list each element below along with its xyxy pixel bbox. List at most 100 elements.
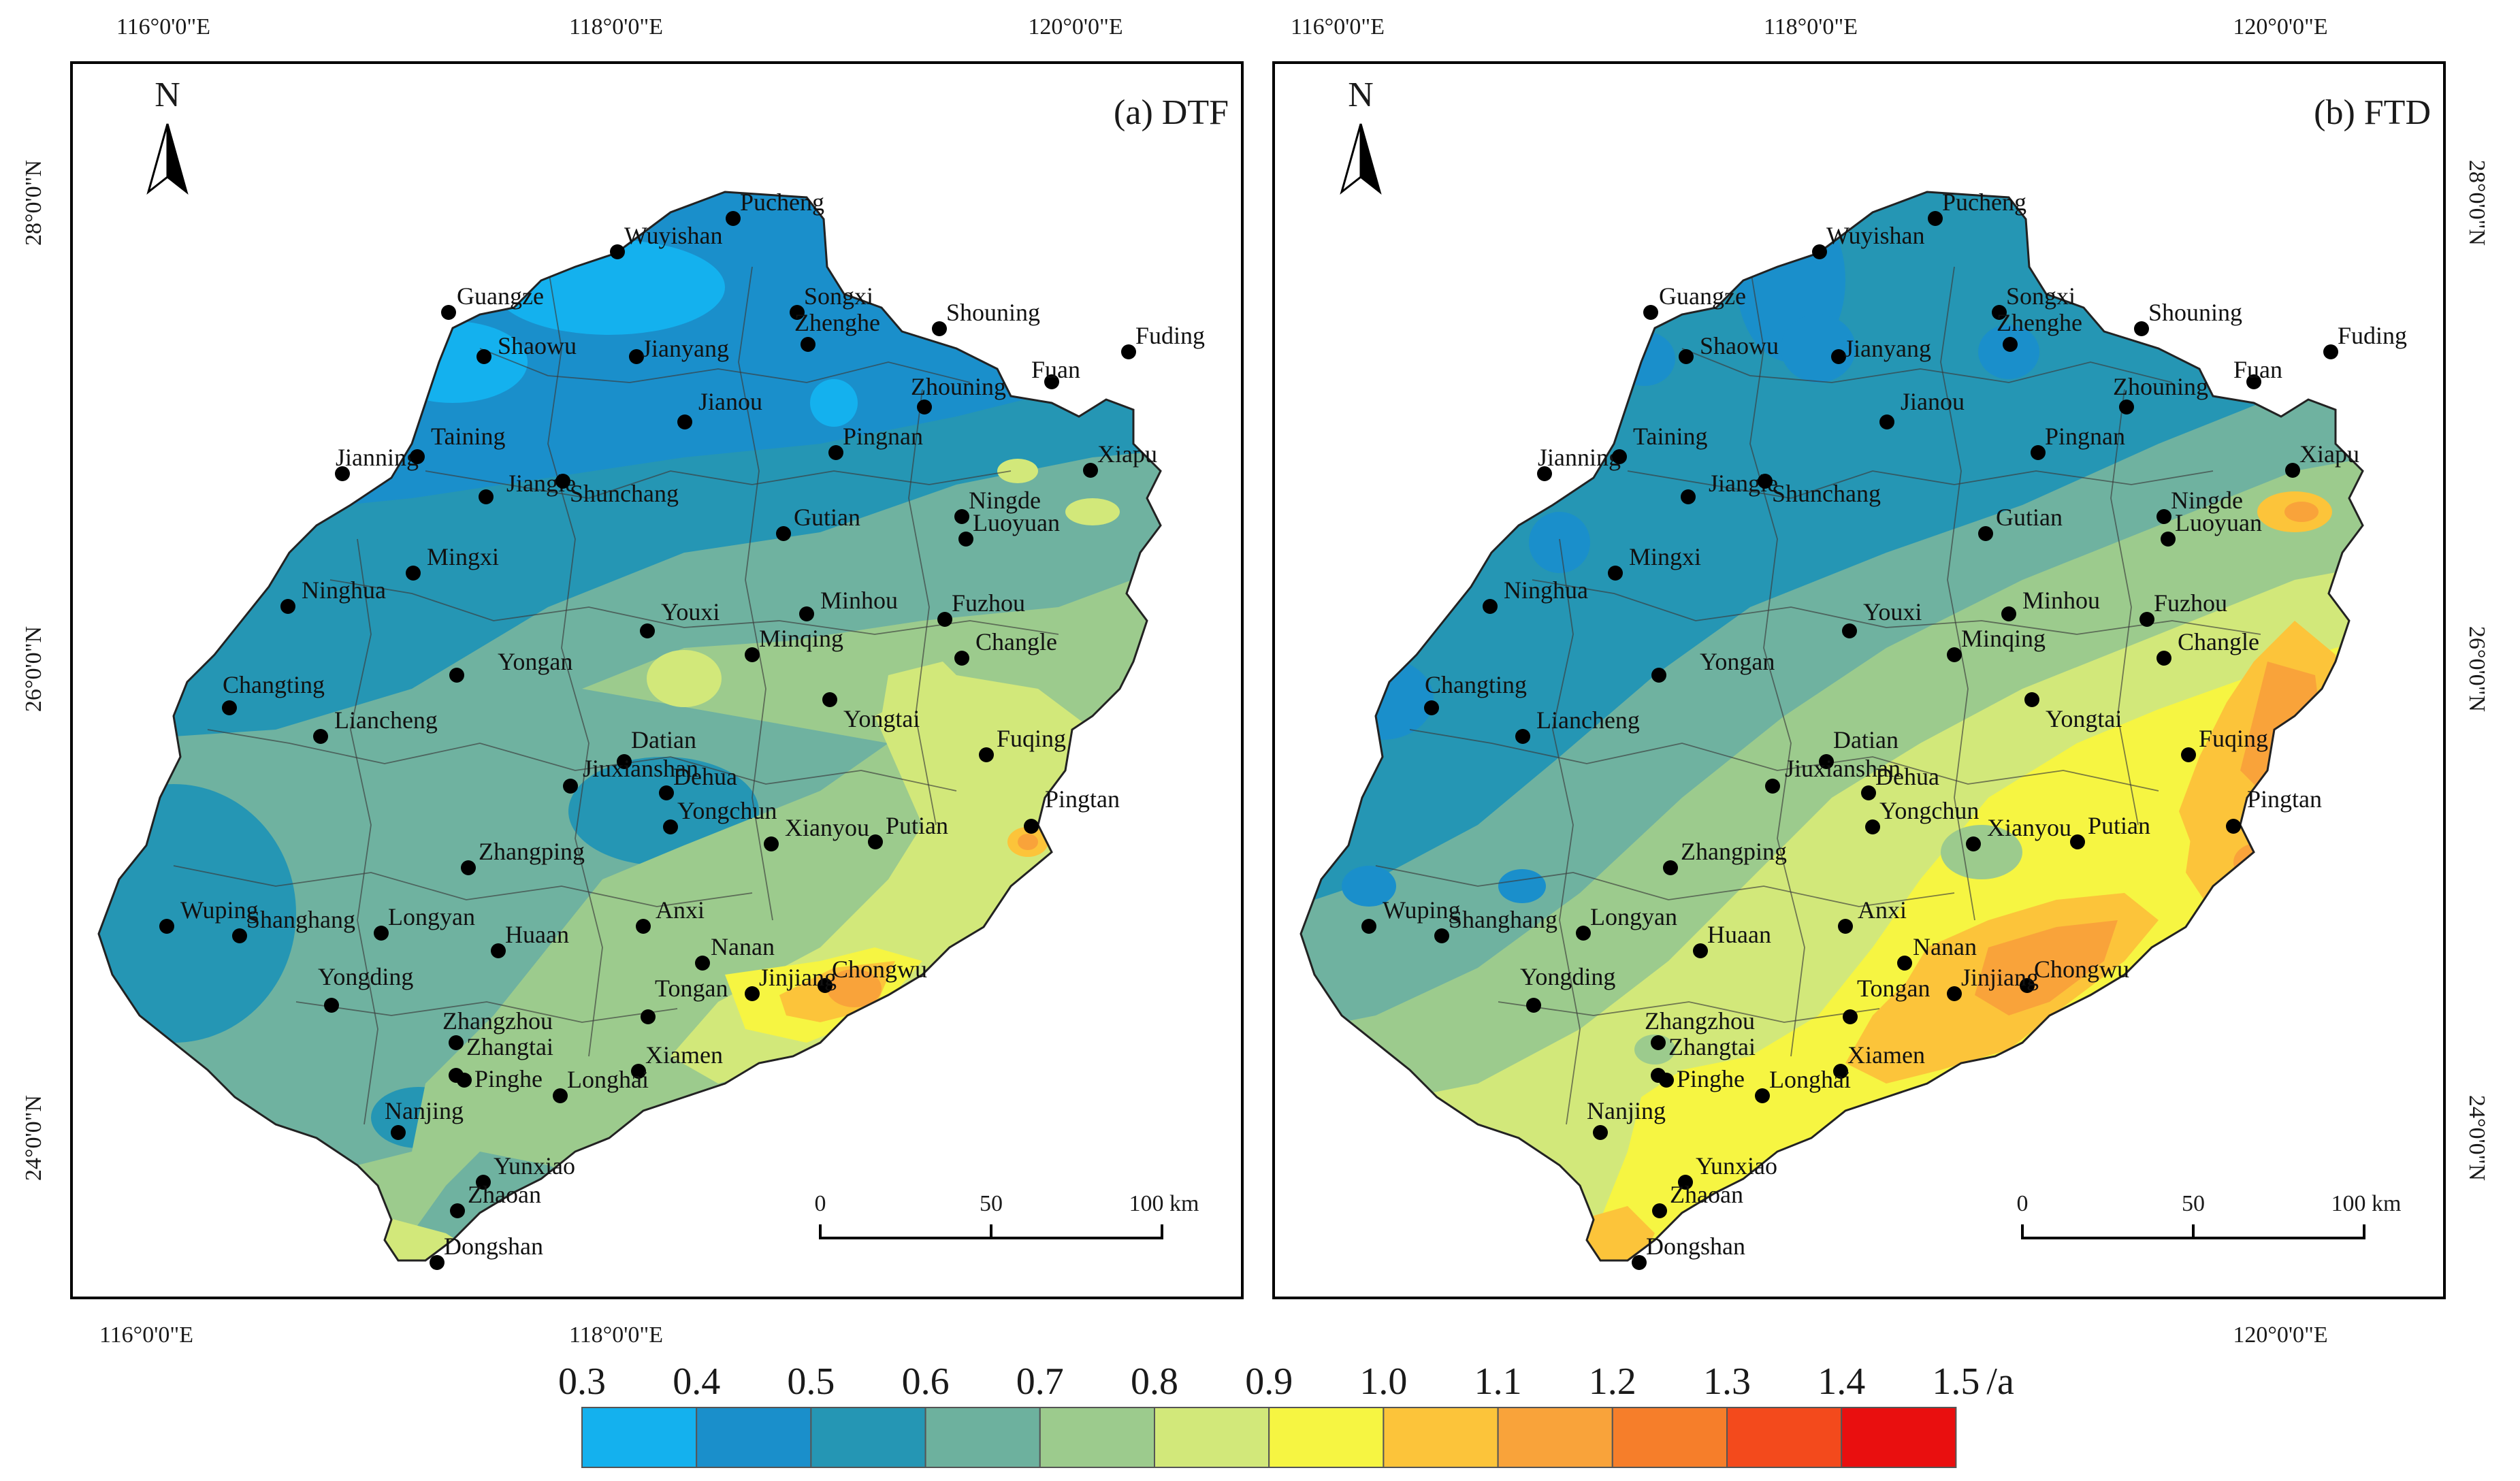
city-label: Pinghe bbox=[474, 1065, 543, 1092]
north-arrow-icon: N bbox=[1340, 76, 1381, 193]
north-label: N bbox=[1348, 76, 1374, 114]
city-label: Guangze bbox=[1659, 282, 1746, 310]
city-label: Wuping bbox=[180, 896, 259, 924]
legend-swatch bbox=[1611, 1407, 1728, 1468]
city-label: Ninghua bbox=[1504, 576, 1588, 604]
city-marker bbox=[1632, 1255, 1647, 1270]
city-label: Fuding bbox=[1135, 322, 1205, 349]
city-marker bbox=[457, 1073, 472, 1088]
city-marker bbox=[1966, 836, 1981, 851]
city-label: Ningde bbox=[969, 487, 1041, 514]
city-label: Wuyishan bbox=[624, 222, 723, 249]
city-label: Xianyou bbox=[1987, 814, 2071, 841]
city-marker bbox=[818, 978, 833, 993]
city-label: Minhou bbox=[2022, 587, 2100, 614]
city-label: Pucheng bbox=[1942, 189, 2026, 216]
scale-tick: 50 bbox=[2182, 1191, 2205, 1216]
legend-label: 0.5 bbox=[787, 1361, 835, 1403]
city-markers: Pucheng Wuyishan Songxi Guangze Zhenghe Shoun… bbox=[159, 189, 1205, 1270]
city-label: Yongchun bbox=[1879, 797, 1979, 824]
city-label: Mingxi bbox=[1629, 543, 1701, 570]
city-label: Yongtai bbox=[2046, 705, 2122, 732]
city-marker bbox=[476, 1175, 491, 1190]
legend-swatch bbox=[1497, 1407, 1613, 1468]
city-label: Jianyang bbox=[642, 335, 729, 362]
north-arrow-icon: N bbox=[147, 76, 188, 193]
city-marker bbox=[937, 612, 952, 627]
city-label: Jinjiang bbox=[759, 964, 837, 991]
city-label: Yunxiao bbox=[494, 1152, 575, 1179]
city-marker bbox=[610, 244, 625, 259]
city-label: Nanjing bbox=[1587, 1097, 1666, 1124]
city-marker bbox=[449, 668, 464, 683]
city-label: Zhangtai bbox=[1668, 1033, 1756, 1060]
legend-swatch bbox=[810, 1407, 926, 1468]
city-marker bbox=[1978, 526, 1993, 541]
city-marker bbox=[1693, 943, 1708, 958]
city-marker bbox=[790, 305, 805, 320]
city-label: Zhouning bbox=[2113, 373, 2208, 400]
scale-bar: 0 50 100 km bbox=[815, 1191, 1199, 1239]
city-marker bbox=[1947, 647, 1962, 662]
city-label: Changting bbox=[1425, 671, 1527, 698]
city-label: Fuzhou bbox=[952, 589, 1025, 617]
panel-dtf: N (a) DTF 0 50 100 km Pucheng Wuyishan Son… bbox=[70, 61, 1244, 1299]
city-marker bbox=[406, 566, 421, 581]
city-marker bbox=[640, 623, 655, 638]
city-label: Pingnan bbox=[843, 423, 923, 450]
city-marker bbox=[1652, 1203, 1667, 1218]
scale-tick: 100 km bbox=[1129, 1191, 1199, 1216]
city-label: Shunchang bbox=[1772, 480, 1881, 507]
city-marker bbox=[1897, 956, 1912, 971]
city-label: Longhai bbox=[1769, 1066, 1851, 1093]
city-label: Xiamen bbox=[645, 1041, 723, 1069]
city-marker bbox=[1515, 729, 1530, 744]
city-label: Putian bbox=[886, 812, 948, 839]
city-label: Fuzhou bbox=[2154, 589, 2227, 617]
city-label: Zhangzhou bbox=[1645, 1007, 1755, 1035]
city-label: Shouning bbox=[946, 299, 1040, 326]
lon-tick-top: 118°0'0"E bbox=[1764, 14, 1858, 39]
legend-unit: /a bbox=[1986, 1361, 2014, 1403]
city-label: Yongchun bbox=[677, 797, 777, 824]
city-marker bbox=[2020, 978, 2035, 993]
city-label: Pingtan bbox=[1045, 785, 1120, 813]
city-marker bbox=[828, 445, 843, 460]
panel-title: (a) DTF bbox=[1114, 93, 1229, 132]
city-marker bbox=[932, 321, 947, 336]
city-label: Minqing bbox=[1961, 625, 2046, 652]
city-label: Songxi bbox=[2006, 282, 2075, 310]
city-marker bbox=[2001, 606, 2016, 621]
city-marker bbox=[745, 986, 760, 1001]
lon-tick-top: 116°0'0"E bbox=[1291, 14, 1385, 39]
city-marker bbox=[2119, 400, 2134, 414]
city-label: Datian bbox=[1833, 726, 1899, 753]
city-label: Xianyou bbox=[785, 814, 869, 841]
legend-swatch bbox=[924, 1407, 1041, 1468]
legend-swatch bbox=[1268, 1407, 1385, 1468]
city-marker bbox=[2181, 747, 2196, 762]
city-label: Dehua bbox=[1875, 763, 1939, 790]
city-label: Shouning bbox=[2148, 299, 2242, 326]
city-marker bbox=[1651, 1035, 1666, 1050]
city-label: Jianou bbox=[1901, 388, 1965, 415]
city-marker bbox=[2285, 463, 2300, 478]
city-label: Pucheng bbox=[740, 189, 824, 216]
city-marker bbox=[954, 509, 969, 524]
city-label: Longhai bbox=[567, 1066, 649, 1093]
city-marker bbox=[1865, 819, 1880, 834]
city-label: Longyan bbox=[388, 903, 475, 930]
panel-title: (b) FTD bbox=[2314, 93, 2431, 132]
city-label: Luoyuan bbox=[973, 509, 1060, 536]
city-label: Xiapu bbox=[2299, 440, 2359, 468]
city-marker bbox=[1483, 599, 1498, 614]
city-label: Fuan bbox=[1031, 356, 1080, 383]
city-marker bbox=[1928, 211, 1943, 226]
city-marker bbox=[1121, 344, 1136, 359]
legend-swatch bbox=[1841, 1407, 1957, 1468]
city-label: Datian bbox=[631, 726, 696, 753]
legend-label: 0.9 bbox=[1245, 1361, 1293, 1403]
city-label: Xiapu bbox=[1097, 440, 1157, 468]
city-marker bbox=[1659, 1073, 1674, 1088]
legend-label: 0.8 bbox=[1131, 1361, 1178, 1403]
